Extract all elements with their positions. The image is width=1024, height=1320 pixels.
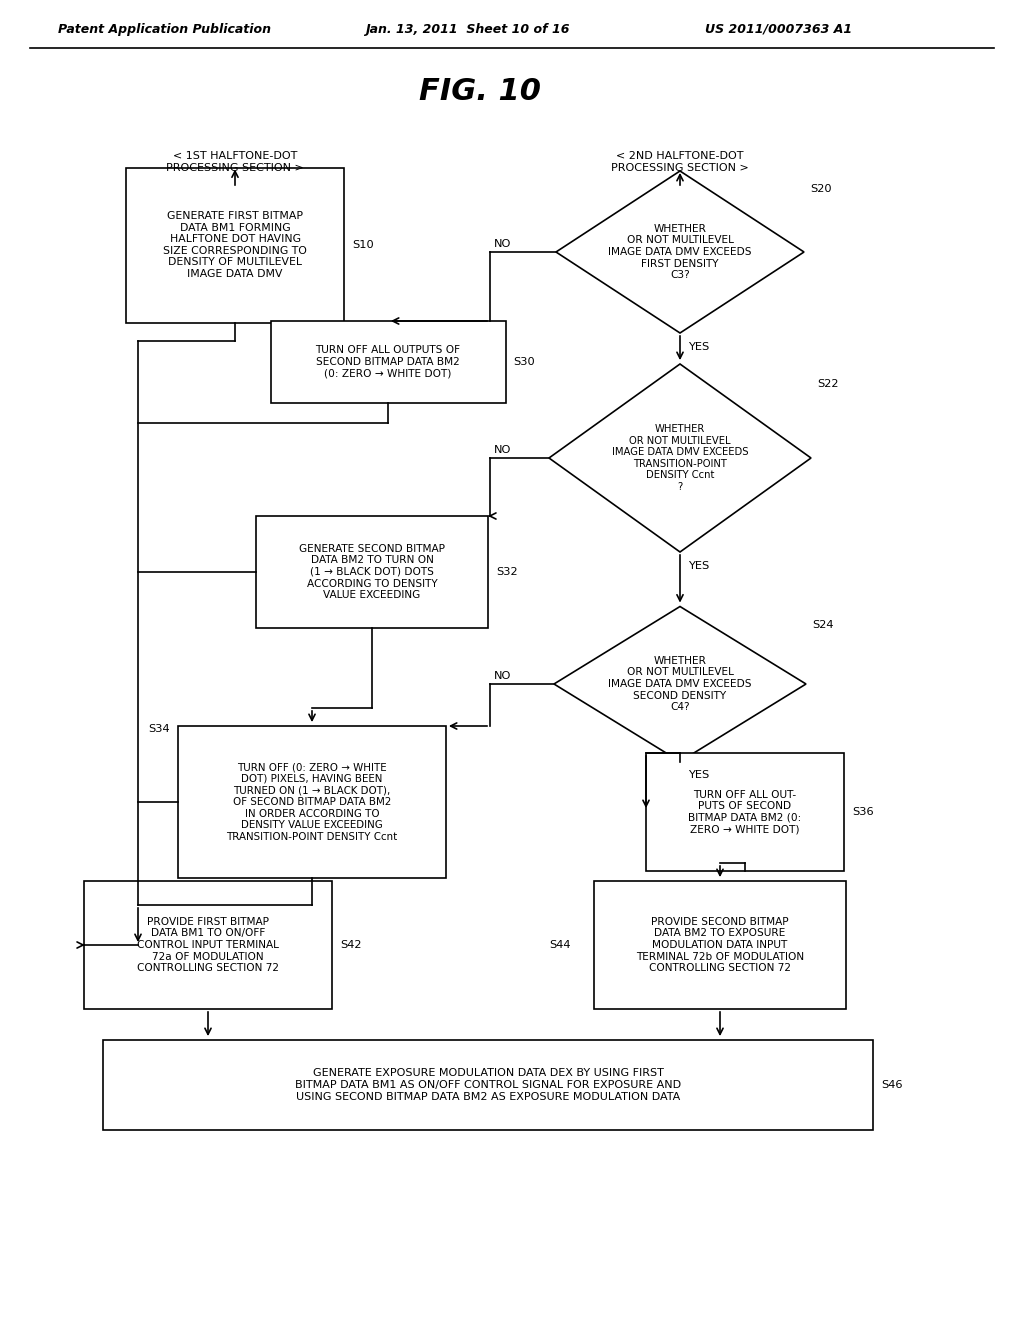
FancyBboxPatch shape (103, 1040, 873, 1130)
Text: NO: NO (494, 671, 511, 681)
Text: Jan. 13, 2011  Sheet 10 of 16: Jan. 13, 2011 Sheet 10 of 16 (365, 22, 569, 36)
FancyBboxPatch shape (270, 321, 506, 403)
Text: S10: S10 (352, 240, 374, 249)
Text: TURN OFF ALL OUTPUTS OF
SECOND BITMAP DATA BM2
(0: ZERO → WHITE DOT): TURN OFF ALL OUTPUTS OF SECOND BITMAP DA… (315, 346, 461, 379)
Text: < 1ST HALFTONE-DOT
PROCESSING SECTION >: < 1ST HALFTONE-DOT PROCESSING SECTION > (166, 152, 304, 173)
Text: YES: YES (688, 342, 710, 352)
Text: NO: NO (494, 239, 511, 249)
Text: S34: S34 (148, 723, 170, 734)
Text: YES: YES (688, 561, 710, 572)
Text: S46: S46 (881, 1080, 902, 1090)
Text: S30: S30 (513, 356, 536, 367)
FancyBboxPatch shape (594, 880, 846, 1008)
FancyBboxPatch shape (84, 880, 332, 1008)
Text: TURN OFF ALL OUT-
PUTS OF SECOND
BITMAP DATA BM2 (0:
ZERO → WHITE DOT): TURN OFF ALL OUT- PUTS OF SECOND BITMAP … (688, 789, 802, 834)
Text: S20: S20 (810, 183, 831, 194)
Text: Patent Application Publication: Patent Application Publication (58, 22, 271, 36)
Polygon shape (556, 172, 804, 333)
FancyBboxPatch shape (256, 516, 488, 628)
Text: NO: NO (494, 445, 511, 455)
Text: WHETHER
OR NOT MULTILEVEL
IMAGE DATA DMV EXCEEDS
TRANSITION-POINT
DENSITY Ccnt
?: WHETHER OR NOT MULTILEVEL IMAGE DATA DMV… (611, 424, 749, 492)
Text: S24: S24 (812, 619, 834, 630)
Text: WHETHER
OR NOT MULTILEVEL
IMAGE DATA DMV EXCEEDS
FIRST DENSITY
C3?: WHETHER OR NOT MULTILEVEL IMAGE DATA DMV… (608, 224, 752, 280)
Text: S42: S42 (340, 940, 361, 950)
Text: S32: S32 (496, 568, 517, 577)
Text: < 2ND HALFTONE-DOT
PROCESSING SECTION >: < 2ND HALFTONE-DOT PROCESSING SECTION > (611, 152, 749, 173)
Text: S22: S22 (817, 379, 839, 389)
Text: GENERATE FIRST BITMAP
DATA BM1 FORMING
HALFTONE DOT HAVING
SIZE CORRESPONDING TO: GENERATE FIRST BITMAP DATA BM1 FORMING H… (163, 211, 307, 279)
Text: WHETHER
OR NOT MULTILEVEL
IMAGE DATA DMV EXCEEDS
SECOND DENSITY
C4?: WHETHER OR NOT MULTILEVEL IMAGE DATA DMV… (608, 656, 752, 713)
Polygon shape (554, 606, 806, 762)
Text: S36: S36 (852, 807, 873, 817)
Text: FIG. 10: FIG. 10 (419, 78, 541, 107)
Text: S44: S44 (549, 940, 570, 950)
Text: PROVIDE FIRST BITMAP
DATA BM1 TO ON/OFF
CONTROL INPUT TERMINAL
72a OF MODULATION: PROVIDE FIRST BITMAP DATA BM1 TO ON/OFF … (137, 917, 279, 973)
FancyBboxPatch shape (126, 168, 344, 322)
Text: PROVIDE SECOND BITMAP
DATA BM2 TO EXPOSURE
MODULATION DATA INPUT
TERMINAL 72b OF: PROVIDE SECOND BITMAP DATA BM2 TO EXPOSU… (636, 917, 804, 973)
FancyBboxPatch shape (178, 726, 446, 878)
FancyBboxPatch shape (646, 752, 844, 871)
Text: TURN OFF (0: ZERO → WHITE
DOT) PIXELS, HAVING BEEN
TURNED ON (1 → BLACK DOT),
OF: TURN OFF (0: ZERO → WHITE DOT) PIXELS, H… (226, 762, 397, 842)
Text: YES: YES (688, 771, 710, 780)
Polygon shape (549, 364, 811, 552)
Text: US 2011/0007363 A1: US 2011/0007363 A1 (705, 22, 852, 36)
Text: GENERATE SECOND BITMAP
DATA BM2 TO TURN ON
(1 → BLACK DOT) DOTS
ACCORDING TO DEN: GENERATE SECOND BITMAP DATA BM2 TO TURN … (299, 544, 445, 601)
Text: GENERATE EXPOSURE MODULATION DATA DEX BY USING FIRST
BITMAP DATA BM1 AS ON/OFF C: GENERATE EXPOSURE MODULATION DATA DEX BY… (295, 1068, 681, 1102)
